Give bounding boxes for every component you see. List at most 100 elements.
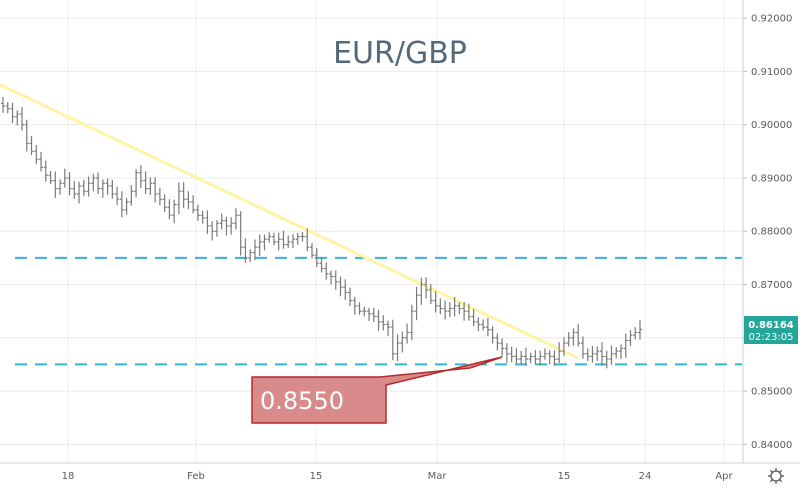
- ohlc-bar: [395, 334, 400, 362]
- ohlc-bar: [29, 135, 34, 156]
- x-tick-label: 18: [62, 471, 75, 482]
- ohlc-bar: [514, 347, 519, 364]
- ohlc-bar: [343, 279, 348, 300]
- ohlc-bar: [357, 302, 362, 315]
- ohlc-bar: [566, 332, 571, 347]
- ohlc-bar: [148, 177, 153, 195]
- trendline-layer: [0, 83, 579, 360]
- ohlc-bar: [390, 319, 395, 361]
- ohlc-bar: [100, 179, 105, 198]
- ohlc-bar: [457, 302, 462, 315]
- ohlc-bar: [447, 302, 452, 318]
- ohlc-bar: [571, 328, 576, 346]
- x-tick-label: 15: [558, 471, 571, 482]
- ohlc-bar: [110, 179, 115, 199]
- ohlc-bar: [119, 191, 124, 218]
- ohlc-bar: [324, 262, 329, 280]
- ohlc-bar: [538, 350, 543, 366]
- ohlc-bar: [433, 291, 438, 313]
- last-price-badge: 0.86164 02:23:05: [744, 316, 798, 344]
- ohlc-bar: [424, 277, 429, 299]
- y-tick-label: 0.89000: [751, 173, 792, 184]
- support-resistance-levels: [15, 256, 742, 366]
- ohlc-bar: [490, 326, 495, 344]
- ohlc-bar: [604, 350, 609, 369]
- ohlc-bar: [485, 317, 490, 337]
- ohlc-bar: [271, 232, 276, 246]
- y-tick-label: 0.92000: [751, 14, 792, 25]
- ohlc-bar: [633, 327, 638, 340]
- x-tick-label: 24: [639, 471, 652, 482]
- ohlc-bar: [238, 211, 243, 256]
- ohlc-bar: [153, 177, 158, 203]
- ohlc-bar: [15, 110, 20, 126]
- ohlc-bar: [91, 173, 96, 192]
- ohlc-bar: [552, 350, 557, 366]
- ohlc-bar: [286, 235, 291, 249]
- ohlc-bar: [614, 347, 619, 359]
- ohlc-bar: [96, 172, 101, 195]
- ohlc-bar: [443, 300, 448, 320]
- ohlc-bar: [34, 144, 39, 165]
- ohlc-bar: [86, 176, 91, 197]
- price-callout: 0.8550: [251, 356, 503, 424]
- ohlc-bar: [590, 345, 595, 363]
- ohlc-bar: [314, 248, 319, 267]
- ohlc-bar: [181, 182, 186, 208]
- ohlc-bar: [471, 308, 476, 327]
- ohlc-bar: [414, 286, 419, 321]
- ohlc-bar: [172, 199, 177, 224]
- ohlc-bar: [580, 336, 585, 359]
- ohlc-bar: [276, 232, 281, 251]
- ohlc-bar: [205, 210, 210, 234]
- time-axis: 18 Feb 15 Mar 15 24 Apr: [0, 462, 800, 487]
- ohlc-bar: [252, 239, 257, 261]
- trendline: [0, 83, 579, 360]
- ohlc-bar: [585, 348, 590, 362]
- ohlc-bar: [186, 191, 191, 210]
- ohlc-bar: [438, 298, 443, 315]
- ohlc-bar: [533, 350, 538, 364]
- ohlc-bar: [248, 249, 253, 263]
- ohlc-bar: [43, 160, 48, 182]
- ohlc-bar: [58, 179, 63, 195]
- ohlc-bar: [281, 230, 286, 249]
- ohlc-bar: [362, 306, 367, 317]
- ohlc-bar: [466, 303, 471, 321]
- ohlc-bar: [595, 346, 600, 361]
- ohlc-bar: [557, 342, 562, 363]
- y-tick-label: 0.87000: [751, 280, 792, 291]
- callout-shape: [251, 356, 503, 424]
- ohlc-bar: [576, 323, 581, 347]
- ohlc-bar: [367, 307, 372, 321]
- ohlc-bar: [500, 338, 505, 357]
- y-tick-label: 0.88000: [751, 227, 792, 238]
- ohlc-bar: [262, 234, 267, 251]
- x-tick-label: Feb: [187, 471, 205, 482]
- ohlc-bar: [219, 213, 224, 230]
- ohlc-bar: [352, 296, 357, 315]
- ohlc-bar: [138, 165, 143, 188]
- grid-lines: [0, 0, 743, 463]
- ohlc-bar: [319, 257, 324, 273]
- ohlc-bar: [542, 348, 547, 360]
- ohlc-bar: [381, 315, 386, 331]
- ohlc-bar: [618, 344, 623, 359]
- ohlc-bar: [290, 234, 295, 249]
- ohlc-bar: [105, 178, 110, 195]
- ohlc-bar: [257, 234, 262, 256]
- ohlc-bar: [523, 347, 528, 366]
- ohlc-bar: [623, 333, 628, 358]
- ohlc-bar: [243, 238, 248, 263]
- ohlc-bar: [409, 304, 414, 341]
- ohlc-bar: [348, 287, 353, 306]
- badge-background: [744, 316, 798, 344]
- ohlc-bar: [233, 208, 238, 230]
- ohlc-bar: [67, 172, 72, 196]
- ohlc-bar: [10, 102, 15, 124]
- ohlc-bar: [509, 346, 514, 363]
- settings-icon[interactable]: [768, 468, 784, 484]
- ohlc-bar: [547, 350, 552, 365]
- price-axis: 0.92000 0.91000 0.90000 0.89000 0.88000 0.870…: [742, 0, 800, 463]
